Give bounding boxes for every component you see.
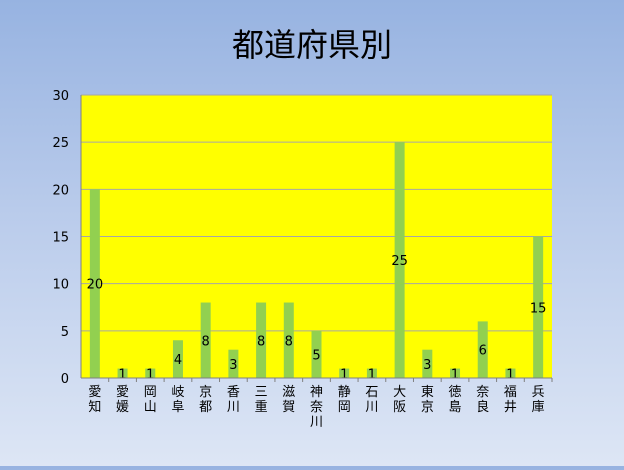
x-tick-label: 福井 (504, 385, 517, 415)
x-tick-label: 神奈川 (310, 385, 323, 430)
bar (533, 236, 544, 378)
bar (89, 189, 100, 378)
y-tick-label: 20 (52, 183, 69, 198)
x-tick-label: 岐阜 (171, 385, 184, 415)
x-tick-label: 愛媛 (116, 385, 129, 415)
x-tick-label: 滋賀 (282, 385, 295, 415)
x-tick-label: 岡山 (144, 385, 157, 415)
bar (477, 321, 488, 378)
data-label: 1 (118, 367, 126, 382)
data-label: 1 (506, 367, 514, 382)
y-axis: 0 5 10 15 20 25 30 (52, 89, 82, 387)
data-label: 4 (174, 353, 182, 368)
bars (89, 142, 544, 378)
bar (339, 368, 350, 378)
x-tick-label: 大阪 (393, 385, 406, 415)
y-tick-label: 30 (52, 89, 69, 104)
bar (394, 142, 405, 378)
data-label: 3 (423, 358, 431, 373)
bar (117, 368, 128, 378)
bar (172, 340, 183, 378)
x-tick-label: 香川 (227, 385, 240, 415)
x-tick-label: 徳島 (449, 385, 462, 415)
data-label: 1 (146, 367, 154, 382)
x-tick-label: 三重 (255, 385, 268, 415)
gridlines (81, 94, 552, 332)
bar (145, 368, 156, 378)
x-tick-label: 東京 (421, 384, 434, 415)
data-label: 6 (479, 344, 487, 359)
bar (200, 302, 211, 378)
y-tick-label: 15 (52, 231, 69, 246)
data-label: 1 (340, 367, 348, 382)
y-tick-label: 25 (52, 136, 69, 151)
data-label: 5 (312, 348, 320, 363)
y-tick-label: 0 (61, 372, 69, 387)
data-label: 8 (202, 334, 210, 349)
x-tick-label: 奈良 (476, 385, 489, 415)
data-label: 20 (87, 278, 104, 293)
data-label: 3 (229, 358, 237, 373)
chart-title: 都道府県別 (232, 26, 392, 64)
bar (228, 349, 239, 378)
data-label: 8 (285, 334, 293, 349)
data-label: 1 (451, 367, 459, 382)
x-tick-label: 石川 (365, 385, 378, 415)
data-label: 1 (368, 367, 376, 382)
bar (366, 368, 377, 378)
bar (283, 302, 294, 378)
bar (256, 302, 267, 378)
data-label: 25 (391, 254, 408, 269)
data-label: 15 (530, 301, 547, 316)
bar (422, 349, 433, 378)
y-tick-label: 10 (52, 278, 69, 293)
bar (450, 368, 461, 378)
y-tick-label: 5 (61, 325, 69, 340)
bar (311, 330, 322, 378)
x-tick-label: 静岡 (338, 385, 351, 415)
data-label: 8 (257, 334, 265, 349)
data-labels: 20 1 1 4 8 3 8 8 5 1 1 25 3 1 6 1 15 (87, 254, 547, 382)
x-tick-label: 京都 (199, 385, 212, 415)
x-tick-label: 兵庫 (532, 385, 545, 415)
bar (505, 368, 516, 378)
x-tick-label: 愛知 (88, 385, 101, 415)
